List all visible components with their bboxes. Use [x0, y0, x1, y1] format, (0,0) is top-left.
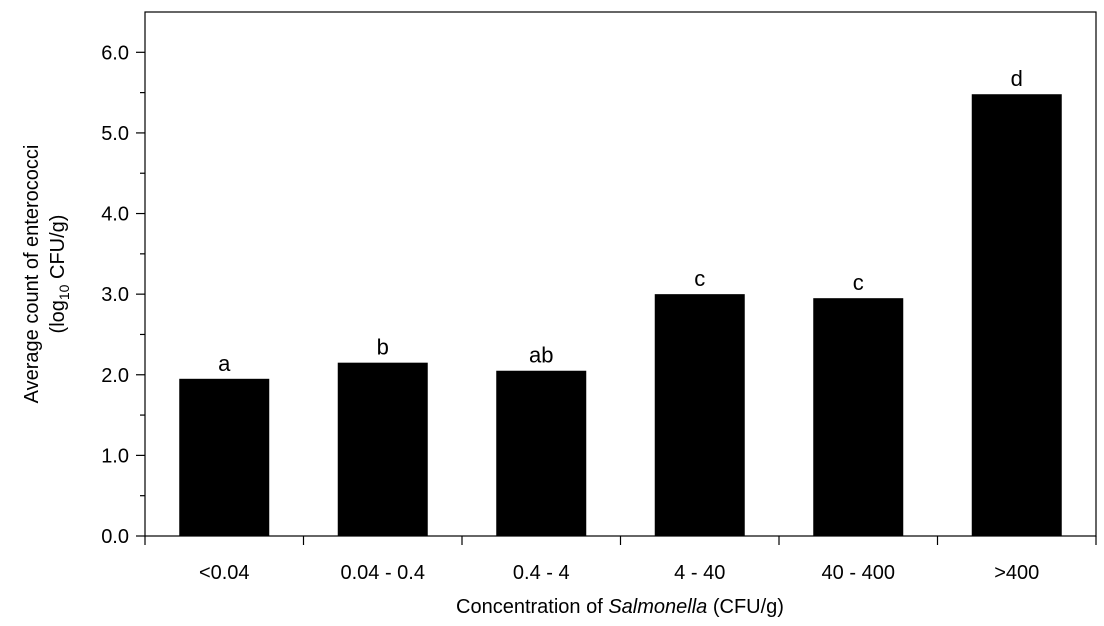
y-axis-title-line1: Average count of enterococci [21, 145, 43, 404]
bar-significance-letter: b [377, 335, 389, 360]
x-tick-label: 40 - 400 [822, 562, 895, 584]
x-axis-ticks: <0.04 0.04 - 0.4 0.4 - 4 4 - 40 40 - 400 >400 [145, 536, 1096, 584]
bar-significance-letter: ab [529, 343, 553, 368]
y-axis-title-line2: (log10 CFU/g) [47, 215, 72, 334]
x-tick-label: 0.4 - 4 [513, 562, 570, 584]
x-axis-title-italic: Salmonella [608, 596, 707, 618]
bar [338, 363, 428, 536]
x-axis-title-suffix: (CFU/g) [707, 596, 784, 618]
y-tick-label: 6.0 [101, 42, 129, 64]
bar-significance-letter: c [853, 270, 864, 295]
bar [813, 298, 903, 536]
x-tick-label: >400 [994, 562, 1039, 584]
y-tick-label: 5.0 [101, 123, 129, 145]
x-tick-label: 0.04 - 0.4 [340, 562, 425, 584]
bars [179, 94, 1062, 536]
x-axis-title: Concentration of Salmonella (CFU/g) [456, 596, 784, 618]
y-tick-label: 0.0 [101, 526, 129, 548]
y-axis-ticks: 0.0 1.0 2.0 3.0 4.0 5.0 6.0 [101, 42, 145, 548]
x-axis-title-prefix: Concentration of [456, 596, 608, 618]
y-axis-title-line2-prefix: (log [47, 300, 69, 333]
bar [179, 379, 269, 536]
y-axis-title: Average count of enterococci (log10 CFU/… [21, 145, 72, 404]
y-axis-title-line2-suffix: CFU/g) [47, 215, 69, 285]
y-tick-label: 2.0 [101, 365, 129, 387]
bar [655, 294, 745, 536]
bar-significance-letter: d [1011, 66, 1023, 91]
bar-significance-letter: c [694, 266, 705, 291]
plot-area-frame [145, 12, 1096, 536]
bar-significance-letter: a [218, 351, 231, 376]
y-axis-title-line2-sub: 10 [56, 284, 72, 300]
bar [496, 371, 586, 536]
y-tick-label: 1.0 [101, 445, 129, 467]
y-tick-label: 3.0 [101, 284, 129, 306]
x-tick-label: <0.04 [199, 562, 250, 584]
bar [972, 94, 1062, 536]
x-tick-label: 4 - 40 [674, 562, 725, 584]
y-tick-label: 4.0 [101, 204, 129, 226]
